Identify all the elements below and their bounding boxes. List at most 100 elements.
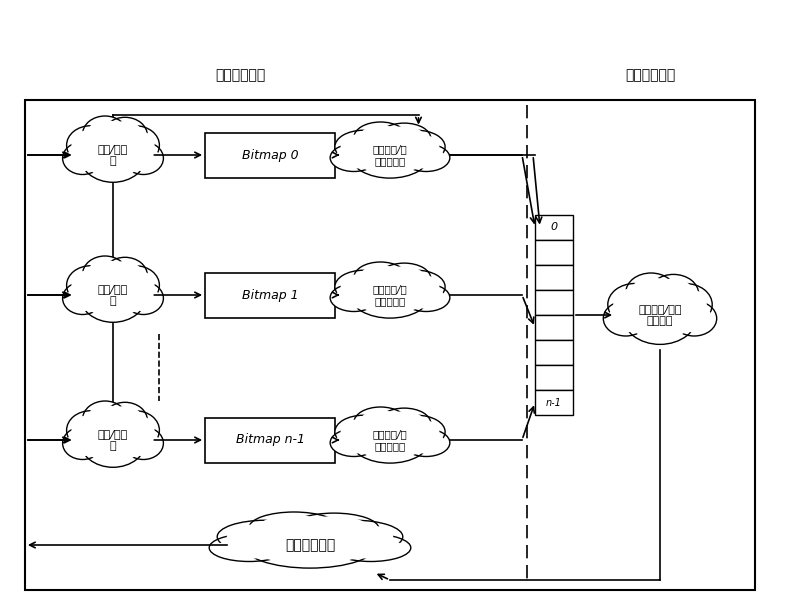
Ellipse shape (378, 123, 431, 154)
Text: 设置/重设
置: 设置/重设 置 (98, 144, 128, 166)
Ellipse shape (210, 534, 290, 562)
Ellipse shape (335, 415, 392, 448)
Ellipse shape (335, 432, 373, 454)
Ellipse shape (243, 522, 378, 568)
Ellipse shape (111, 266, 159, 305)
Ellipse shape (378, 408, 431, 439)
Ellipse shape (394, 274, 439, 300)
Text: n-1: n-1 (546, 398, 562, 408)
Text: Bitmap 1: Bitmap 1 (242, 288, 298, 301)
Ellipse shape (82, 401, 127, 437)
Ellipse shape (71, 269, 110, 301)
Ellipse shape (123, 282, 163, 315)
Text: Bitmap n-1: Bitmap n-1 (235, 433, 305, 447)
Ellipse shape (341, 274, 386, 300)
Ellipse shape (79, 128, 146, 182)
Bar (535, 265, 573, 290)
Ellipse shape (350, 417, 430, 463)
Text: 从左向右/从
右向左搜索: 从左向右/从 右向左搜索 (373, 144, 407, 166)
Ellipse shape (402, 144, 450, 172)
Text: 从左向右/从
右向左搜索: 从左向右/从 右向左搜索 (373, 429, 407, 451)
Ellipse shape (71, 130, 110, 161)
Ellipse shape (402, 429, 450, 456)
Ellipse shape (330, 144, 378, 172)
Text: Bitmap 0: Bitmap 0 (242, 148, 298, 161)
Ellipse shape (407, 287, 445, 309)
Ellipse shape (116, 415, 154, 446)
Ellipse shape (102, 257, 147, 294)
Ellipse shape (388, 415, 445, 448)
Ellipse shape (353, 136, 427, 174)
Ellipse shape (378, 263, 431, 294)
Ellipse shape (625, 290, 695, 340)
Ellipse shape (407, 147, 445, 169)
Ellipse shape (350, 132, 430, 178)
Ellipse shape (341, 134, 386, 160)
Ellipse shape (127, 285, 159, 311)
Ellipse shape (631, 277, 671, 309)
Ellipse shape (353, 276, 427, 314)
Text: 设置/重设
置: 设置/重设 置 (98, 429, 128, 451)
Ellipse shape (359, 125, 402, 150)
Ellipse shape (608, 284, 662, 326)
Ellipse shape (626, 273, 676, 312)
Ellipse shape (388, 130, 445, 163)
Ellipse shape (335, 287, 373, 309)
FancyBboxPatch shape (205, 133, 335, 178)
Ellipse shape (316, 524, 394, 550)
Bar (535, 390, 573, 415)
Ellipse shape (107, 121, 143, 150)
Bar (535, 215, 573, 240)
Ellipse shape (116, 130, 154, 161)
Ellipse shape (350, 272, 430, 318)
Ellipse shape (383, 126, 426, 151)
Ellipse shape (87, 404, 123, 434)
Ellipse shape (79, 268, 146, 322)
Ellipse shape (383, 411, 426, 436)
FancyBboxPatch shape (205, 417, 335, 463)
Ellipse shape (407, 432, 445, 454)
Ellipse shape (354, 407, 407, 438)
Ellipse shape (290, 513, 379, 544)
Ellipse shape (341, 419, 386, 445)
Ellipse shape (102, 117, 147, 154)
Ellipse shape (66, 126, 114, 165)
Text: 设置/重设
置: 设置/重设 置 (98, 284, 128, 306)
Ellipse shape (676, 304, 712, 332)
Bar (535, 365, 573, 390)
Ellipse shape (331, 534, 411, 562)
Ellipse shape (218, 520, 314, 553)
Ellipse shape (71, 415, 110, 446)
Text: 第一级比特图: 第一级比特图 (215, 68, 265, 82)
Ellipse shape (62, 142, 102, 175)
Ellipse shape (330, 429, 378, 456)
Ellipse shape (111, 411, 159, 450)
Ellipse shape (66, 285, 98, 311)
Ellipse shape (62, 282, 102, 315)
Bar (535, 240, 573, 265)
Ellipse shape (339, 536, 403, 558)
Ellipse shape (335, 270, 392, 303)
Text: 0: 0 (550, 222, 558, 233)
Ellipse shape (82, 132, 144, 178)
Ellipse shape (248, 525, 372, 564)
Ellipse shape (82, 417, 144, 463)
Ellipse shape (335, 130, 392, 163)
Ellipse shape (603, 301, 648, 336)
Bar (535, 340, 573, 365)
Ellipse shape (82, 273, 144, 318)
Ellipse shape (383, 266, 426, 291)
Bar (535, 290, 573, 315)
Ellipse shape (388, 270, 445, 303)
Bar (535, 315, 573, 340)
Ellipse shape (354, 262, 407, 293)
Ellipse shape (116, 269, 154, 301)
Ellipse shape (648, 274, 698, 313)
Ellipse shape (79, 412, 146, 467)
Ellipse shape (250, 512, 339, 543)
Ellipse shape (402, 284, 450, 312)
Ellipse shape (218, 536, 282, 558)
Ellipse shape (672, 301, 717, 336)
Ellipse shape (107, 406, 143, 435)
Ellipse shape (66, 430, 98, 456)
